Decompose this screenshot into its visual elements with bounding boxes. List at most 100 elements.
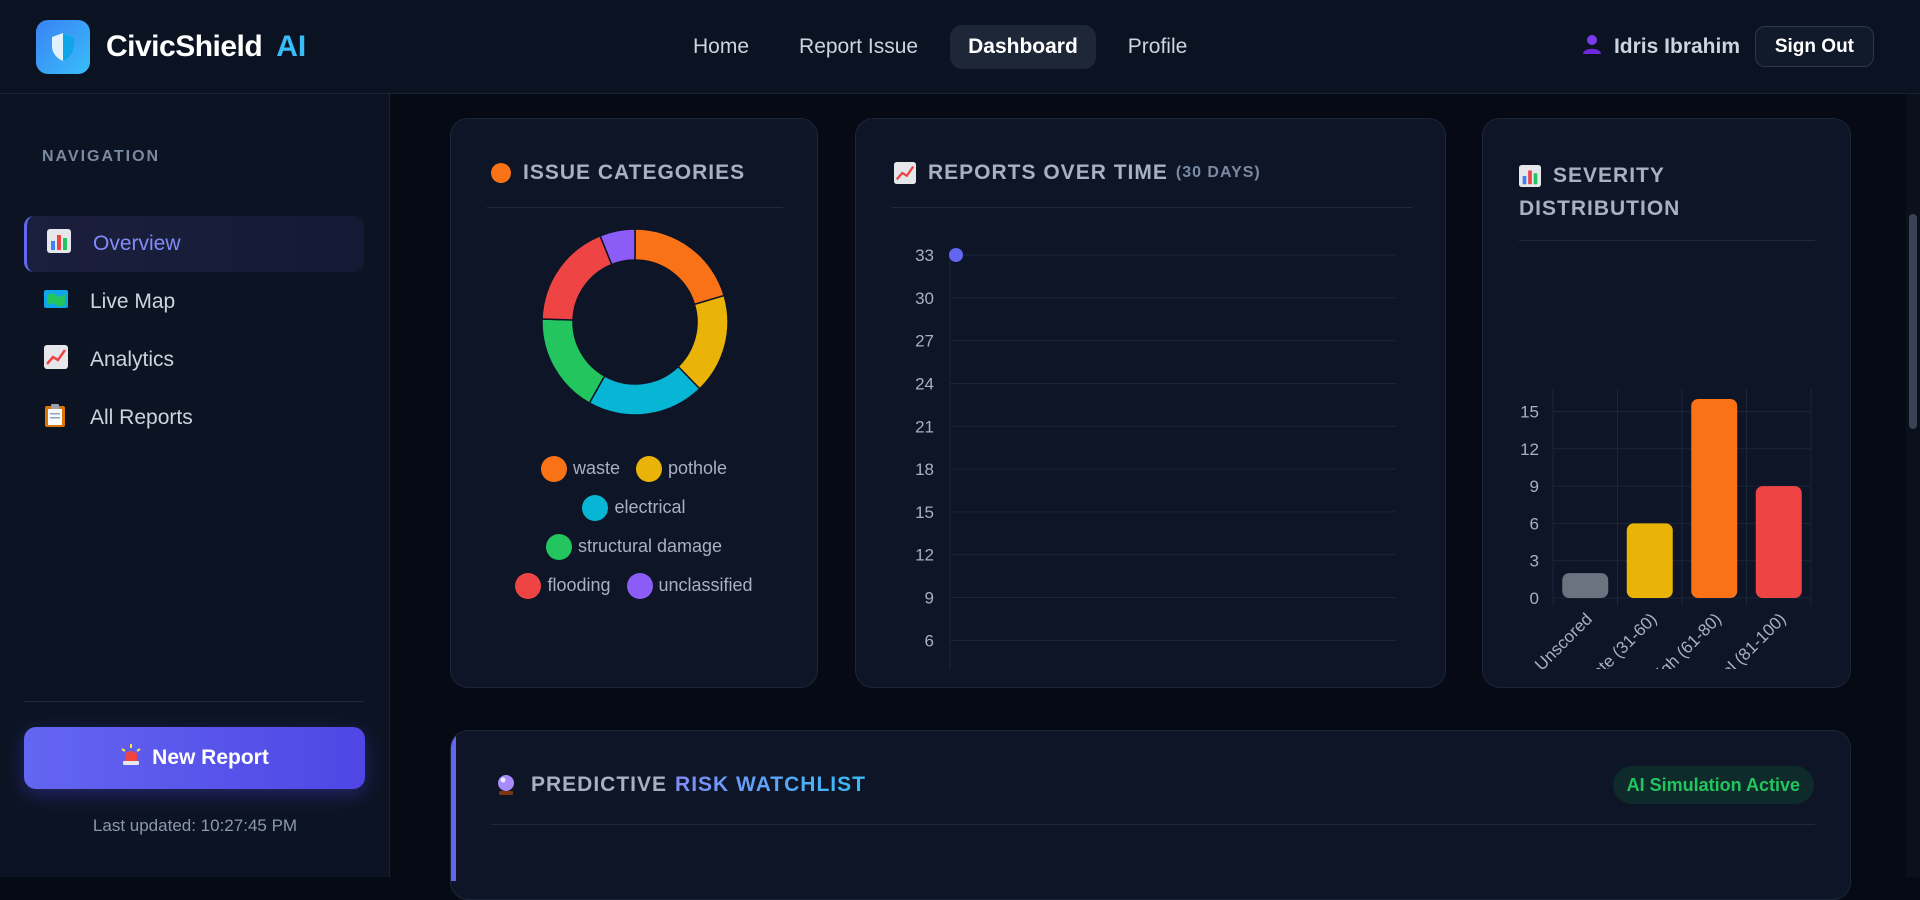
sidebar-item-overview[interactable]: Overview [24, 216, 364, 272]
clipboard-icon [44, 403, 74, 433]
brand-suffix: AI [276, 30, 307, 63]
sidebar-divider [24, 701, 364, 702]
bar-3[interactable] [1755, 486, 1802, 598]
legend-label: waste [572, 458, 620, 478]
legend-swatch [582, 494, 609, 521]
brand[interactable]: CivicShield AI [36, 20, 306, 74]
new-report-button[interactable]: New Report [24, 727, 365, 789]
nav-profile[interactable]: Profile [1127, 35, 1188, 58]
nav-report-issue[interactable]: Report Issue [799, 35, 919, 58]
user-name: Idris Ibrahim [1613, 35, 1740, 58]
y-tick-label: 24 [915, 374, 934, 393]
y-tick-label: 18 [915, 460, 934, 479]
donut-slice-unclassified[interactable] [599, 229, 636, 266]
sign-out-button[interactable]: Sign Out [1754, 26, 1874, 67]
risk-watchlist-title: PREDICTIVE RISK WATCHLIST [495, 773, 866, 797]
crystal-ball-icon [495, 774, 517, 796]
reports-over-time-title: REPORTS OVER TIME (30 DAYS) [894, 161, 1261, 185]
legend-item[interactable]: structural damage [545, 533, 723, 560]
legend-label: unclassified [658, 575, 753, 595]
main-nav: Home Report Issue Dashboard Profile [675, 25, 1219, 69]
nav-dashboard[interactable]: Dashboard [950, 25, 1096, 69]
reports-over-time-card: REPORTS OVER TIME (30 DAYS) 036912151821… [855, 118, 1446, 688]
y-tick-label: 9 [925, 589, 934, 608]
risk-watchlist-card: PREDICTIVE RISK WATCHLIST AI Simulation … [450, 730, 1851, 900]
bar-2[interactable] [1691, 399, 1738, 598]
user-info[interactable]: Idris Ibrahim [1582, 34, 1740, 60]
donut-slice-electrical[interactable] [588, 365, 701, 416]
last-updated-text: Last updated: 10:27:45 PM [92, 816, 298, 835]
card-divider [1519, 240, 1815, 241]
legend-label: pothole [667, 458, 728, 478]
legend-item[interactable]: unclassified [626, 572, 753, 599]
bar-chart-icon [47, 229, 77, 259]
issue-categories-donut-chart [541, 229, 729, 416]
reports-over-time-subtitle: (30 DAYS) [1175, 164, 1261, 181]
y-tick-label: 12 [915, 546, 934, 565]
y-tick-label: 6 [925, 631, 934, 650]
data-point[interactable] [949, 248, 963, 262]
issue-categories-card: ISSUE CATEGORIES waste pothole electrical s… [450, 118, 818, 688]
ai-simulation-badge: AI Simulation Active [1612, 766, 1814, 804]
y-tick-label: 33 [915, 246, 934, 265]
severity-title-line2: DISTRIBUTION [1519, 197, 1681, 220]
sidebar-item-all-reports[interactable]: All Reports [24, 390, 364, 446]
donut-slice-structural-damage[interactable] [541, 318, 606, 405]
sidebar-item-analytics[interactable]: Analytics [24, 332, 364, 388]
y-tick-label: 27 [915, 332, 934, 351]
legend-row: electrical [451, 488, 817, 527]
trend-chart-icon [894, 162, 916, 184]
accent-bar [451, 731, 456, 881]
legend-swatch [635, 455, 662, 482]
bar-chart-icon [1519, 164, 1541, 187]
legend-swatch [545, 533, 572, 560]
y-tick-label: 30 [915, 289, 934, 308]
y-tick-label: 6 [1530, 514, 1539, 533]
sidebar-item-live-map[interactable]: Live Map [24, 274, 364, 330]
y-tick-label: 15 [915, 503, 934, 522]
card-divider [491, 824, 1815, 825]
legend-swatch [540, 455, 567, 482]
donut-slice-waste[interactable] [634, 229, 726, 306]
legend-row: flooding unclassified [451, 566, 817, 605]
legend-item[interactable]: electrical [582, 494, 686, 521]
severity-distribution-card: SEVERITY DISTRIBUTION 0 3 6 9 12 15 Unscored Mo… [1482, 118, 1851, 688]
issue-categories-title-text: ISSUE CATEGORIES [523, 161, 746, 184]
issue-categories-legend: waste pothole electrical structural damage f… [451, 449, 817, 605]
y-tick-label: 9 [1530, 477, 1539, 496]
sidebar-heading: NAVIGATION [42, 148, 161, 165]
scrollbar-thumb[interactable] [1909, 214, 1917, 429]
nav-home[interactable]: Home [693, 35, 750, 58]
top-header: CivicShield AI Home Report Issue Dashboa… [0, 0, 1920, 94]
legend-item[interactable]: waste [540, 455, 620, 482]
risk-watchlist-title-prefix: PREDICTIVE [531, 773, 668, 796]
orange-circle-icon [491, 163, 511, 183]
donut-slice-flooding[interactable] [541, 234, 613, 321]
card-divider [487, 207, 783, 208]
legend-row: structural damage [451, 527, 817, 566]
legend-item[interactable]: flooding [515, 572, 611, 599]
bar-1[interactable] [1626, 523, 1673, 598]
y-tick-label: 12 [1520, 440, 1539, 459]
severity-title-line1: SEVERITY [1553, 164, 1665, 187]
map-icon [44, 287, 74, 317]
trend-chart-icon [44, 345, 74, 375]
card-divider [892, 207, 1412, 208]
siren-icon [120, 744, 142, 772]
y-tick-label: 21 [915, 417, 934, 436]
legend-label: electrical [614, 497, 686, 517]
sidebar-item-label: Overview [93, 232, 181, 255]
severity-distribution-title: SEVERITY DISTRIBUTION [1519, 159, 1680, 225]
x-tick-label: High (61-80) [1645, 609, 1725, 669]
shield-logo-icon [36, 20, 90, 74]
bar-0[interactable] [1562, 573, 1609, 598]
reports-over-time-line-chart: 036912151821242730332026-02-28 [915, 246, 1396, 669]
y-tick-label: 3 [1530, 552, 1539, 571]
legend-label: structural damage [577, 536, 723, 556]
new-report-label: New Report [152, 746, 269, 769]
page-scrollbar[interactable] [1906, 94, 1920, 877]
sidebar-item-label: Live Map [90, 290, 176, 313]
y-tick-label: 15 [1520, 402, 1539, 421]
brand-name: CivicShield [106, 30, 263, 63]
legend-item[interactable]: pothole [635, 455, 728, 482]
